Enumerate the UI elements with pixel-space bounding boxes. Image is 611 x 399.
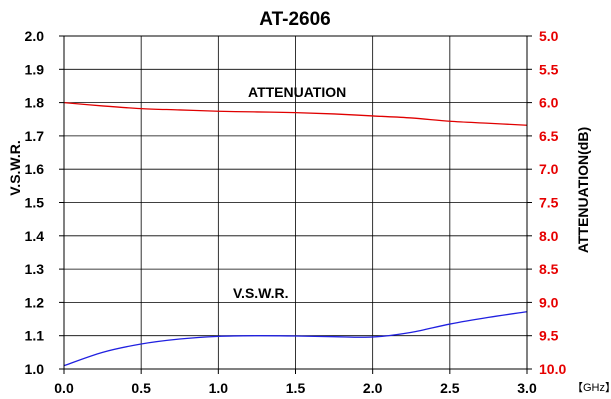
y-tick-label-left: 1.4 [25, 228, 45, 244]
x-tick-label: 0.5 [131, 380, 151, 396]
x-tick-label: 1.5 [286, 380, 306, 396]
y-tick-label-right: 10.0 [539, 361, 566, 377]
y-tick-label-left: 2.0 [25, 28, 45, 44]
y-tick-label-right: 5.0 [539, 28, 559, 44]
y-tick-label-left: 1.1 [25, 328, 45, 344]
x-tick-label: 0.0 [54, 380, 74, 396]
x-tick-label: 3.0 [517, 380, 537, 396]
y-tick-label-right: 8.5 [539, 261, 559, 277]
y-tick-label-right: 7.5 [539, 195, 559, 211]
y-tick-label-left: 1.5 [25, 195, 45, 211]
y-tick-label-left: 1.3 [25, 261, 45, 277]
x-axis-ticks: 0.0 0.5 1.0 1.5 2.0 2.5 3.0 [54, 380, 537, 396]
y-tick-label-right: 9.5 [539, 328, 559, 344]
series-lines [63, 101, 528, 367]
y-axis-right-label: ATTENUATION(dB) [575, 127, 591, 253]
right-axis-ticks: 5.0 5.5 6.0 6.5 7.0 7.5 8.0 8.5 9.0 9.5 10.0 [539, 28, 566, 377]
y-tick-label-left: 1.8 [25, 95, 45, 111]
y-tick-label-right: 6.0 [539, 95, 559, 111]
chart-title: AT-2606 [259, 9, 330, 30]
y-tick-label-left: 1.7 [25, 128, 45, 144]
y-tick-label-right: 8.0 [539, 228, 559, 244]
y-tick-label-right: 9.0 [539, 294, 559, 310]
plot-frame [63, 35, 528, 370]
y-tick-label-left: 1.0 [25, 361, 45, 377]
x-tick-label: 1.0 [209, 380, 229, 396]
y-tick-label-left: 1.9 [25, 61, 45, 77]
y-tick-label-right: 6.5 [539, 128, 559, 144]
y-axis-left-label: V.S.W.R. [7, 140, 23, 196]
left-axis-ticks: 1.0 1.1 1.2 1.3 1.4 1.5 1.6 1.7 1.8 1.9 2.0 [25, 28, 45, 377]
vswr-line [63, 311, 528, 367]
x-tick-label: 2.0 [363, 380, 383, 396]
y-tick-label-right: 7.0 [539, 161, 559, 177]
y-tick-label-left: 1.2 [25, 294, 45, 310]
x-tick-label: 2.5 [440, 380, 460, 396]
x-axis-unit-label: 【GHz】 [572, 381, 611, 394]
attenuation-annotation: ATTENUATION [248, 84, 346, 100]
y-tick-label-right: 5.5 [539, 61, 559, 77]
attenuation-line [63, 101, 528, 126]
y-tick-label-left: 1.6 [25, 161, 45, 177]
vswr-annotation: V.S.W.R. [233, 285, 289, 301]
